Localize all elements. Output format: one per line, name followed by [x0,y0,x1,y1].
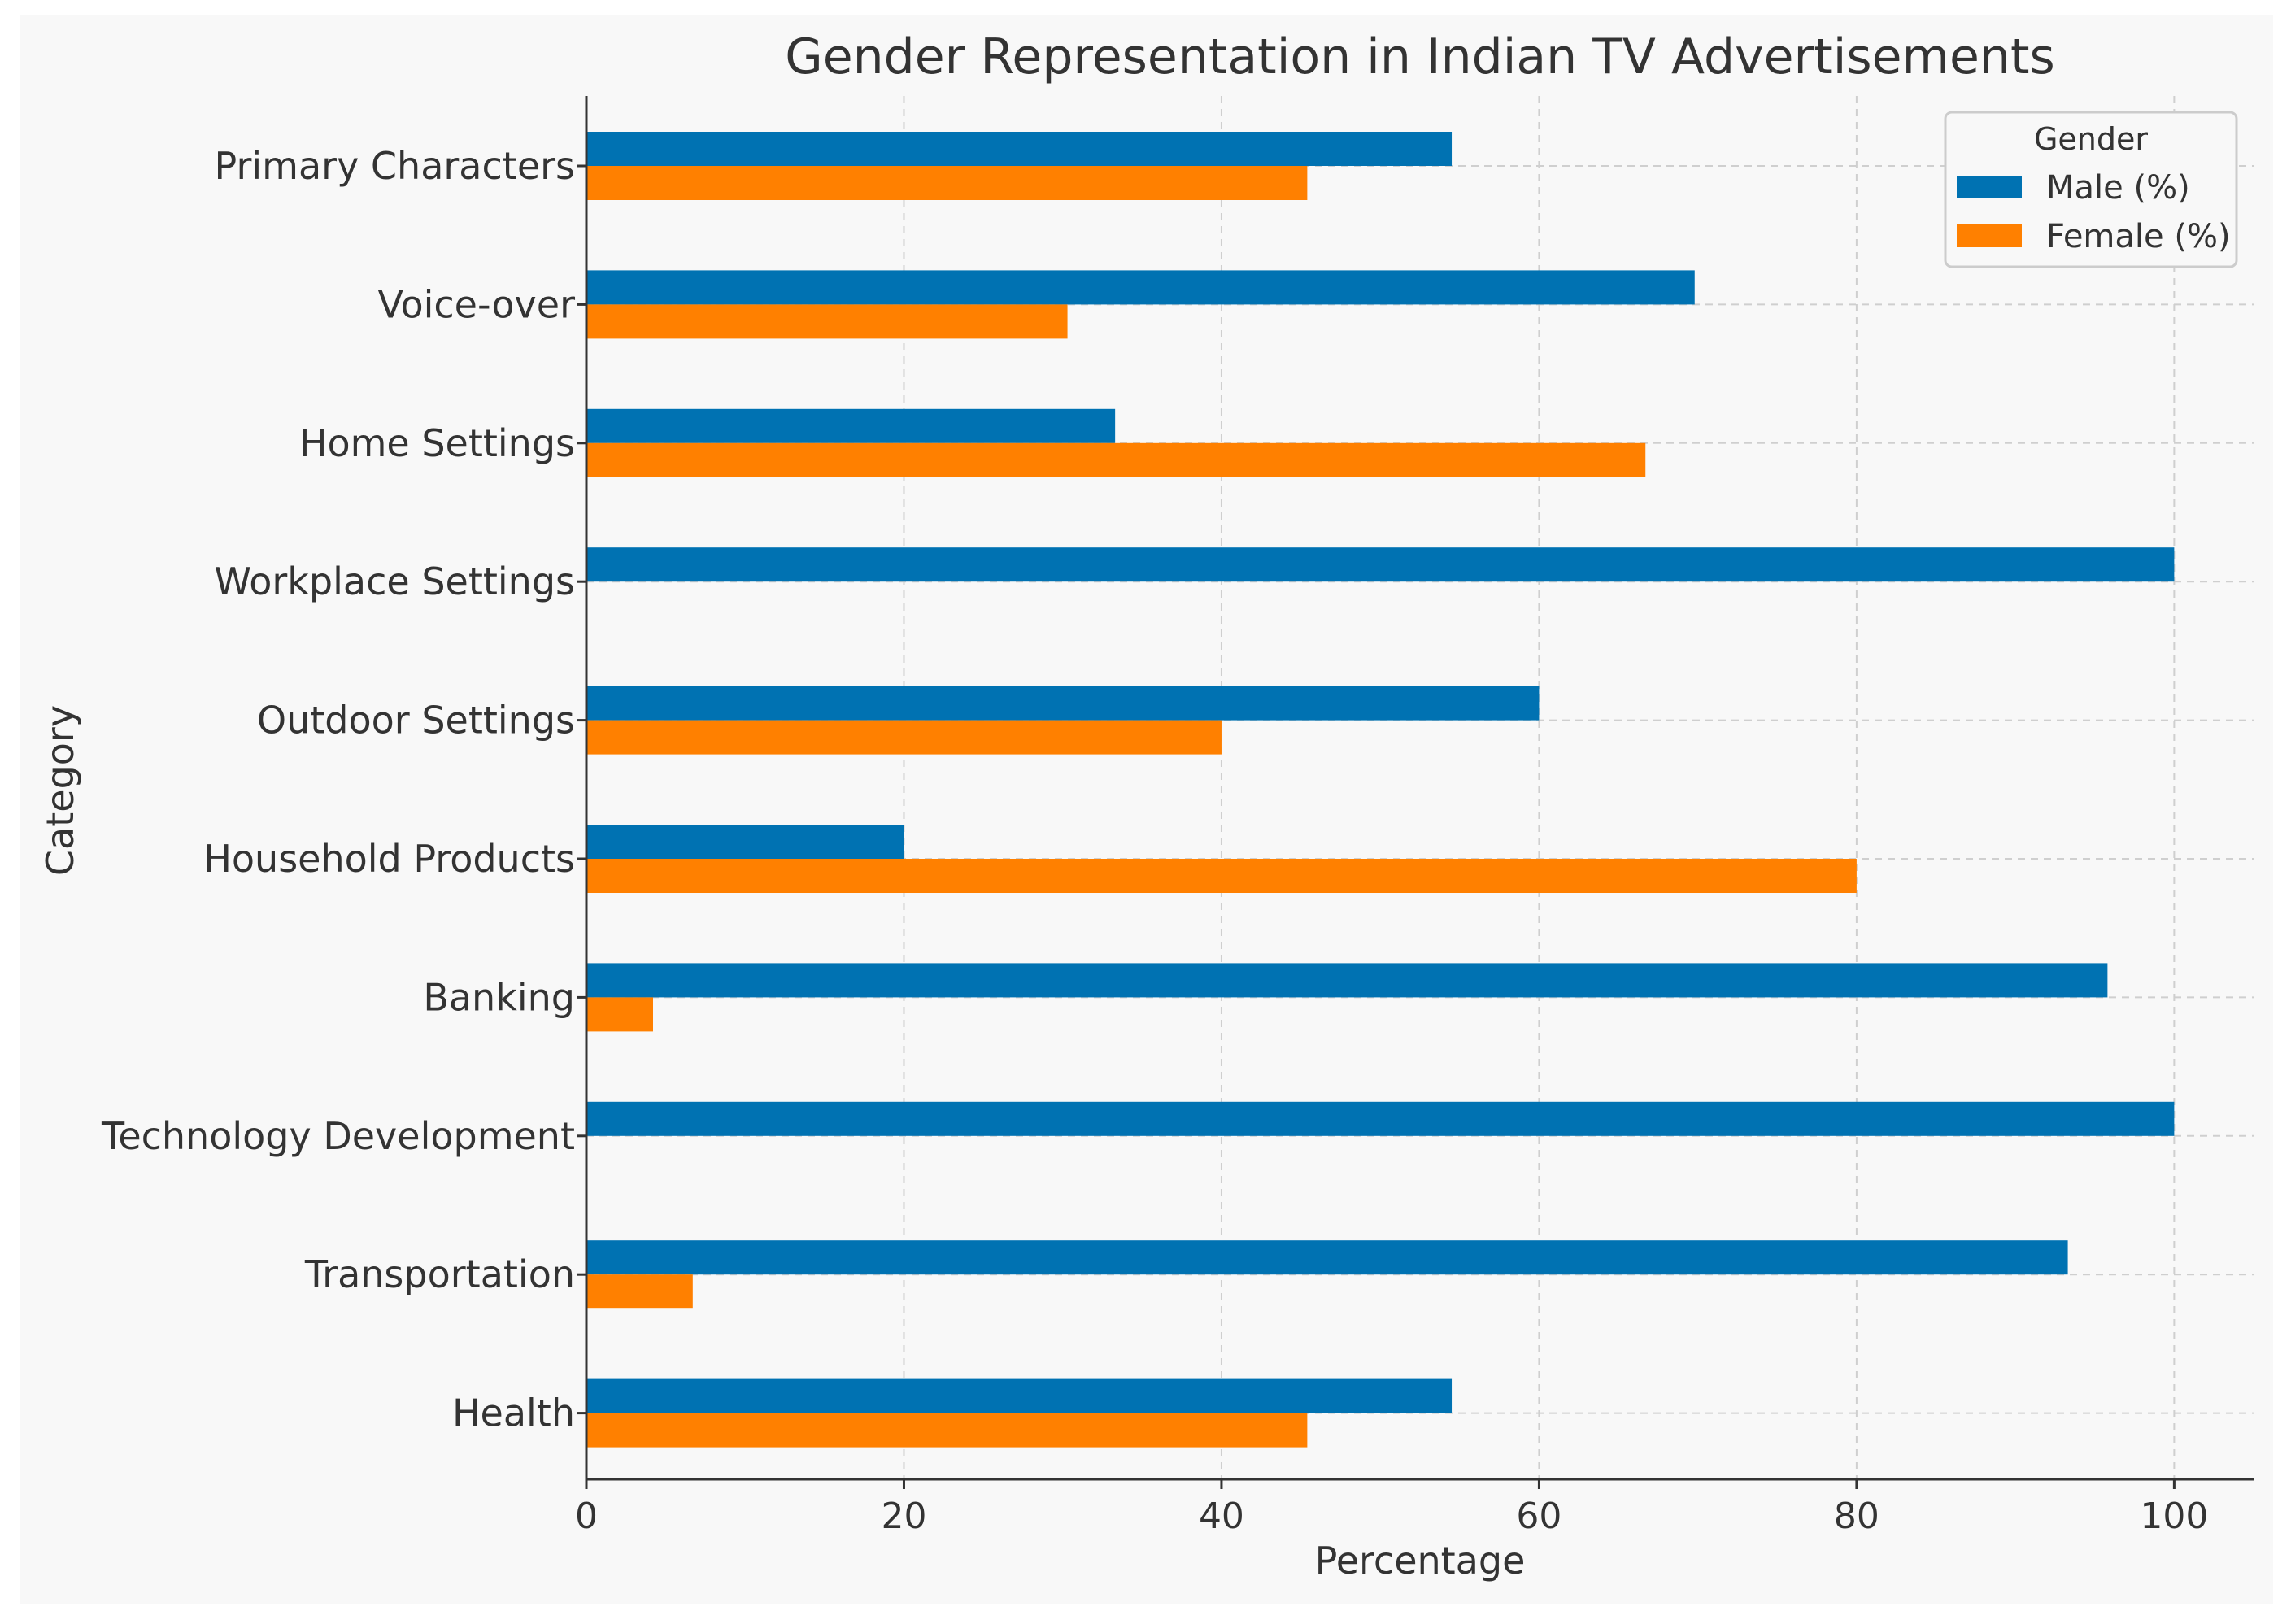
bar-male-10 [586,1378,1453,1413]
bars [586,132,2175,1448]
bar-male-8 [586,1101,2175,1136]
category-label: Primary Characters [215,144,575,188]
y-axis-label: Category [38,705,82,876]
category-label: Home Settings [299,421,575,465]
x-tick-label: 0 [575,1496,598,1537]
bar-male-2 [586,270,1695,305]
legend-title: Gender [2034,121,2148,157]
x-tick-label: 80 [1834,1496,1879,1537]
chart-title: Gender Representation in Indian TV Adver… [785,28,2055,85]
legend: Gender Male (%) Female (%) [1944,111,2238,268]
bar-male-5 [586,686,1540,721]
bar-male-6 [586,825,904,859]
category-label: Technology Development [101,1114,575,1158]
x-ticks: 0 20 40 60 80 100 [575,1479,2208,1537]
bar-female-1 [586,166,1308,200]
legend-label-female: Female (%) [2046,218,2231,255]
bar-female-7 [586,997,653,1032]
bar-male-3 [586,408,1116,443]
category-label: Voice-over [378,282,576,326]
bar-female-9 [586,1274,693,1309]
bar-female-3 [586,442,1646,477]
y-ticks: Primary Characters Voice-over Home Setting… [101,144,586,1435]
legend-swatch-female [1957,224,2022,247]
x-tick-label: 100 [2140,1496,2208,1537]
category-label: Household Products [203,837,575,881]
axes [585,96,2254,1481]
bar-female-5 [586,720,1222,755]
x-tick-label: 60 [1516,1496,1561,1537]
category-label: Outdoor Settings [257,699,575,742]
x-axis-label: Percentage [1315,1539,1526,1583]
x-tick-label: 20 [881,1496,926,1537]
legend-swatch-male [1957,176,2022,198]
figure-background [20,15,2273,1604]
category-label: Health [452,1391,575,1435]
bar-female-2 [586,304,1068,339]
bar-male-9 [586,1240,2068,1275]
bar-male-4 [586,547,2175,582]
x-tick-label: 40 [1199,1496,1244,1537]
category-label: Workplace Settings [214,559,575,603]
category-label: Banking [423,975,575,1019]
bar-male-7 [586,963,2108,998]
category-label: Transportation [304,1252,575,1296]
bar-female-6 [586,859,1857,893]
legend-label-male: Male (%) [2046,169,2190,207]
bar-male-1 [586,132,1453,166]
bar-female-10 [586,1413,1308,1448]
